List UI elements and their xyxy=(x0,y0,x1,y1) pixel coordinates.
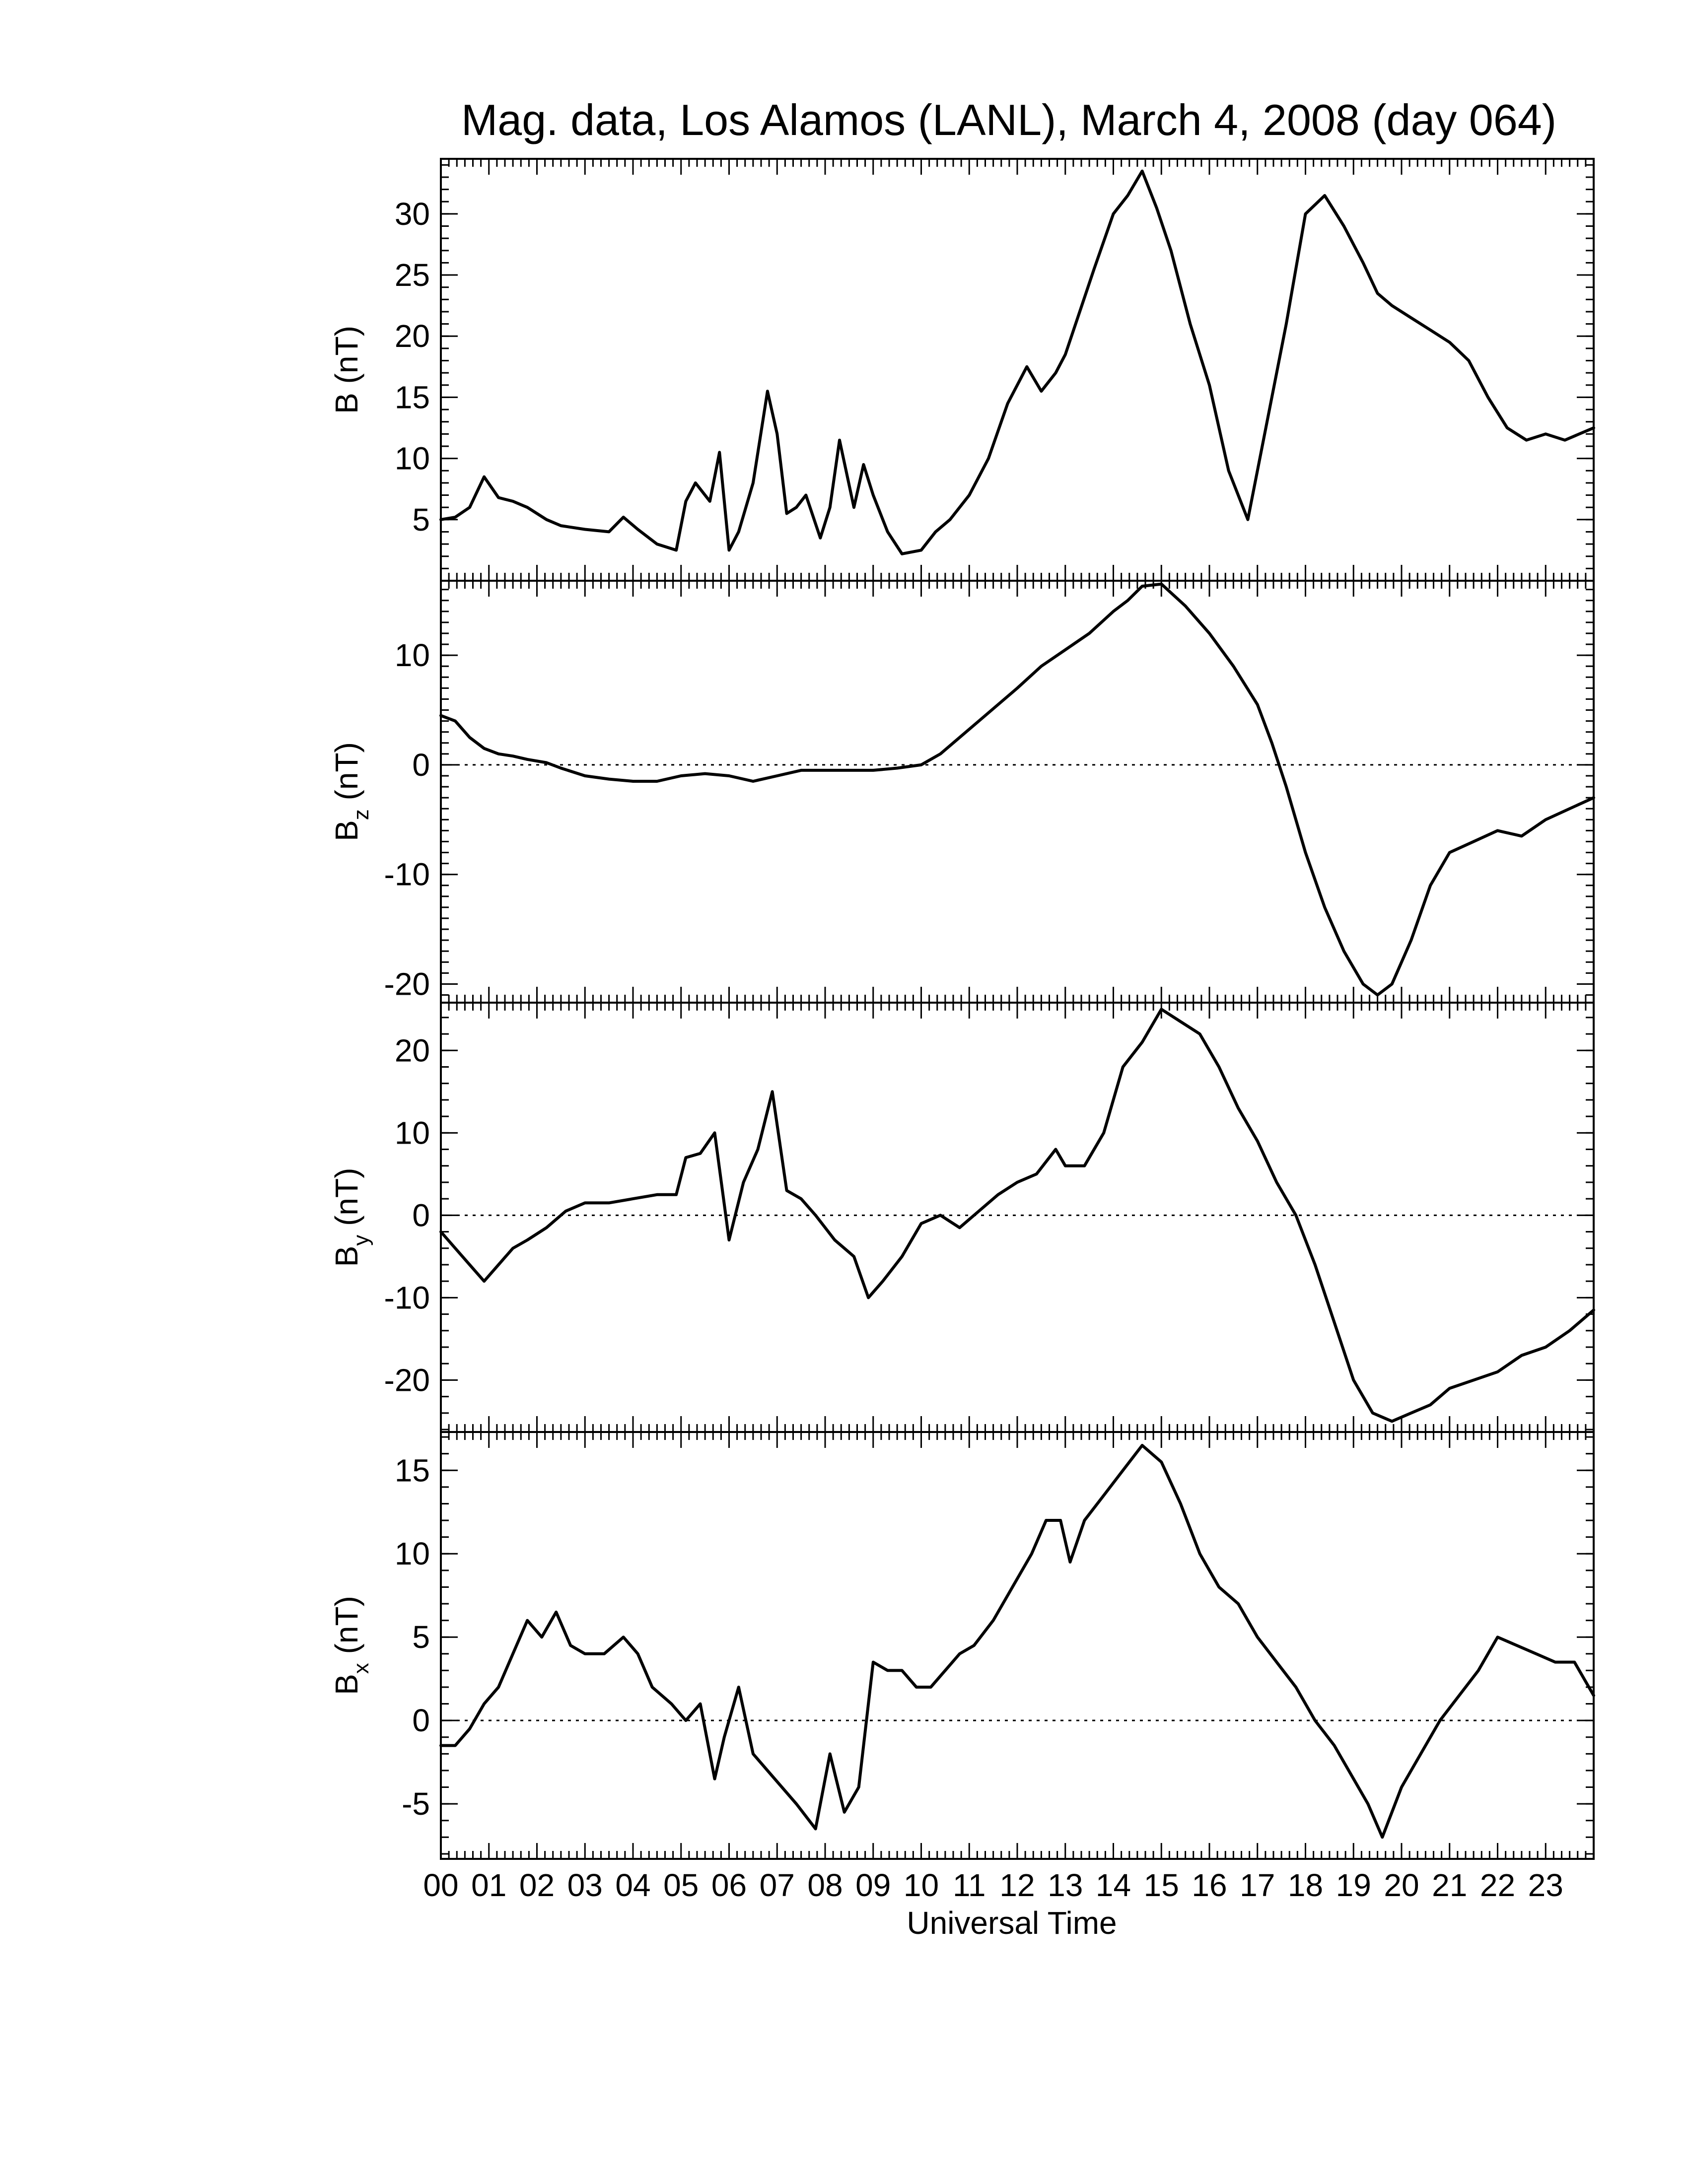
series-line-By xyxy=(439,1008,1595,1423)
y-tick-label: 0 xyxy=(412,1197,430,1233)
y-axis-label-B: B (nT) xyxy=(329,326,364,414)
y-tick-label: 10 xyxy=(395,1115,430,1151)
x-tick-label: 20 xyxy=(1384,1867,1419,1903)
y-axis-label-symbol: B xyxy=(329,820,364,841)
x-tick-label: 05 xyxy=(663,1867,699,1903)
y-tick-label: -20 xyxy=(384,966,430,1002)
y-axis-label-unit: (nT) xyxy=(329,742,364,809)
y-tick-label: 20 xyxy=(395,1032,430,1068)
y-tick-label: 5 xyxy=(412,1619,430,1655)
y-tick-label: 20 xyxy=(395,318,430,354)
x-tick-label: 11 xyxy=(953,1867,985,1903)
y-tick-label: -10 xyxy=(384,857,430,892)
x-tick-label: 02 xyxy=(519,1867,555,1903)
y-tick-label: 15 xyxy=(395,1452,430,1488)
x-tick-label: 12 xyxy=(999,1867,1035,1903)
x-tick-label: 07 xyxy=(760,1867,795,1903)
x-tick-label: 03 xyxy=(567,1867,603,1903)
y-axis-label-subscript: y xyxy=(349,1235,373,1246)
y-tick-label: -20 xyxy=(384,1362,430,1398)
y-axis-label-unit: (nT) xyxy=(329,326,364,393)
x-axis-label: Universal Time xyxy=(907,1905,1117,1941)
y-axis-label-Bx: Bx (nT) xyxy=(329,1596,373,1695)
panel-By: -20 -10 0 10 20 By (nT) xyxy=(329,1002,1595,1433)
x-tick-label: 23 xyxy=(1528,1867,1563,1903)
y-tick-label: 30 xyxy=(395,196,430,232)
panel-Bz: -20 -10 0 10 Bz (nT) xyxy=(329,580,1595,1004)
x-tick-labels: 00 01 02 03 04 05 06 07 08 09 10 11 12 13 14 15 16 17 18 19… xyxy=(423,1867,1563,1903)
y-tick-label: 25 xyxy=(395,257,430,293)
x-tick-label: 06 xyxy=(711,1867,747,1903)
y-tick-label: 0 xyxy=(412,1703,430,1738)
y-tick-label: -10 xyxy=(384,1280,430,1315)
x-tick-label: 18 xyxy=(1288,1867,1323,1903)
series-line-Bx xyxy=(439,1443,1595,1839)
y-tick-label: 10 xyxy=(395,1536,430,1571)
y-axis-label-subscript: z xyxy=(349,809,373,820)
y-axis-label-unit: (nT) xyxy=(329,1596,364,1663)
x-tick-label: 15 xyxy=(1144,1867,1179,1903)
x-tick-label: 22 xyxy=(1480,1867,1515,1903)
x-tick-label: 08 xyxy=(807,1867,843,1903)
panel-B: 5 10 15 20 25 30 B (nT) xyxy=(329,158,1595,582)
x-tick-label: 14 xyxy=(1096,1867,1131,1903)
y-axis-label-unit: (nT) xyxy=(329,1168,364,1235)
panel-frame-Bz xyxy=(440,580,1595,1004)
x-tick-label: 10 xyxy=(904,1867,939,1903)
panel-frame-B xyxy=(440,158,1595,582)
y-tick-label: 5 xyxy=(412,502,430,538)
panels-group: 5 10 15 20 25 30 B (nT) -20 -10 0 10 Bz (nT) -20 -10 0… xyxy=(329,158,1595,1860)
y-tick-label: -5 xyxy=(402,1786,430,1822)
x-tick-label: 13 xyxy=(1048,1867,1083,1903)
x-tick-label: 19 xyxy=(1336,1867,1371,1903)
x-tick-label: 16 xyxy=(1192,1867,1227,1903)
series-line-B xyxy=(439,169,1595,555)
y-tick-label: 10 xyxy=(395,441,430,477)
y-tick-label: 10 xyxy=(395,637,430,673)
y-axis-label-Bz: Bz (nT) xyxy=(329,742,373,841)
panel-Bx: -5 0 5 10 15 Bx (nT) xyxy=(329,1431,1595,1860)
y-axis-label-symbol: B xyxy=(329,393,364,414)
x-tick-label: 01 xyxy=(471,1867,506,1903)
y-tick-label: 15 xyxy=(395,379,430,415)
panel-frame-By xyxy=(440,1002,1595,1433)
x-tick-label: 17 xyxy=(1240,1867,1275,1903)
chart-title: Mag. data, Los Alamos (LANL), March 4, 2… xyxy=(461,95,1556,144)
y-axis-label-symbol: B xyxy=(329,1246,364,1267)
x-tick-label: 21 xyxy=(1432,1867,1467,1903)
x-tick-label: 09 xyxy=(855,1867,891,1903)
y-axis-label-By: By (nT) xyxy=(329,1168,373,1267)
y-axis-label-subscript: x xyxy=(349,1663,373,1674)
x-tick-label: 00 xyxy=(423,1867,458,1903)
x-tick-label: 04 xyxy=(615,1867,650,1903)
series-line-Bz xyxy=(439,582,1595,997)
y-axis-label-symbol: B xyxy=(329,1674,364,1695)
y-tick-label: 0 xyxy=(412,747,430,783)
